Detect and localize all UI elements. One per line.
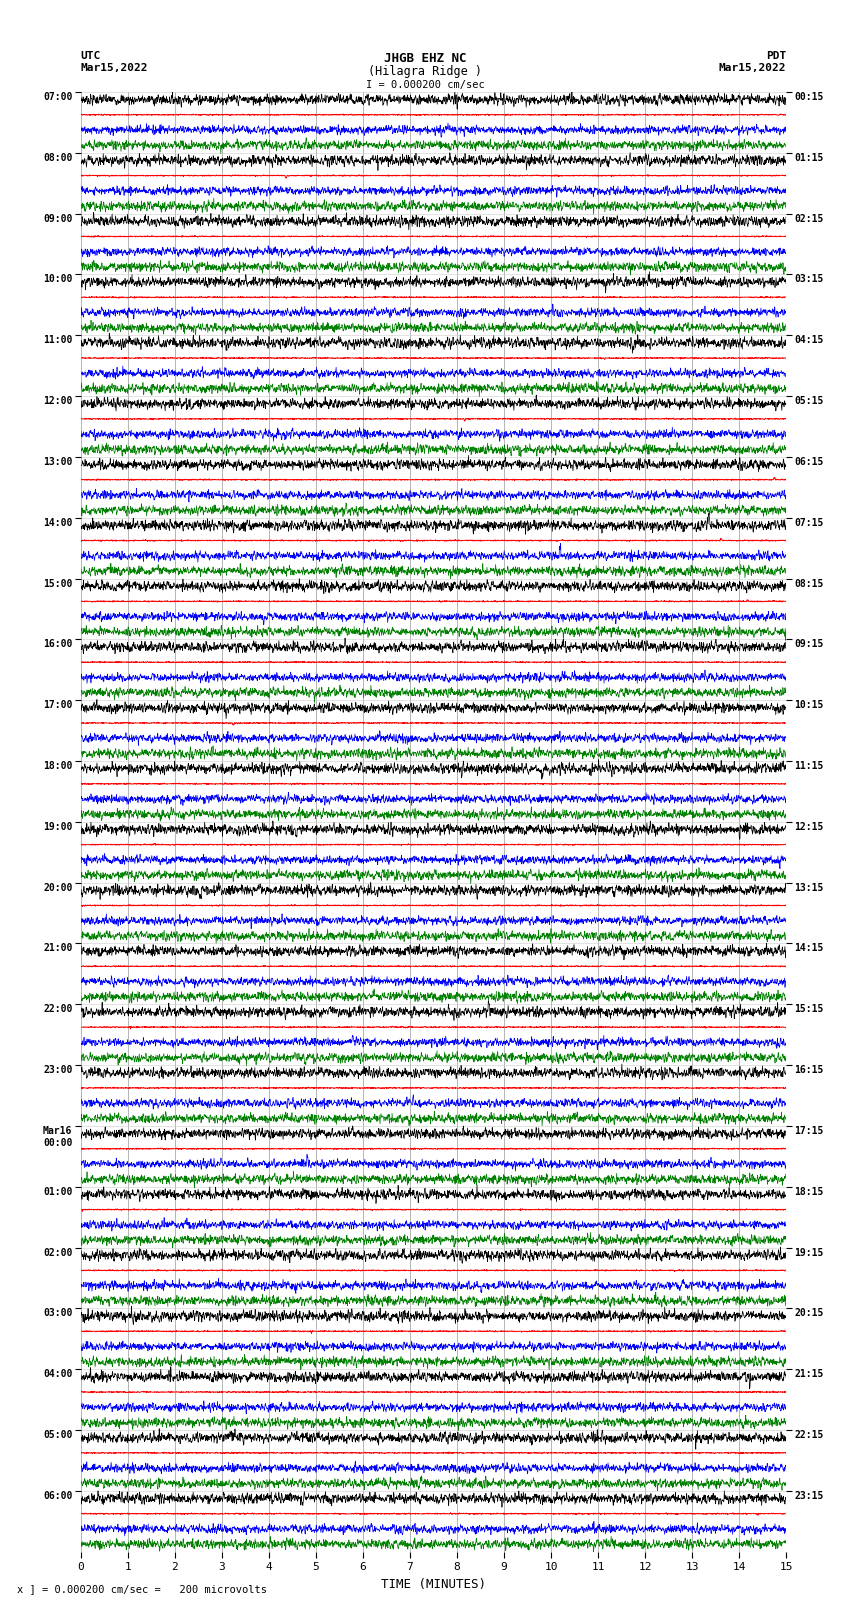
Text: UTC: UTC xyxy=(81,52,101,61)
Text: x ] = 0.000200 cm/sec =   200 microvolts: x ] = 0.000200 cm/sec = 200 microvolts xyxy=(17,1584,267,1594)
Text: Mar15,2022: Mar15,2022 xyxy=(719,63,786,73)
X-axis label: TIME (MINUTES): TIME (MINUTES) xyxy=(381,1578,486,1590)
Text: (Hilagra Ridge ): (Hilagra Ridge ) xyxy=(368,65,482,77)
Text: I = 0.000200 cm/sec: I = 0.000200 cm/sec xyxy=(366,79,484,90)
Text: JHGB EHZ NC: JHGB EHZ NC xyxy=(383,52,467,65)
Text: Mar15,2022: Mar15,2022 xyxy=(81,63,148,73)
Text: PDT: PDT xyxy=(766,52,786,61)
